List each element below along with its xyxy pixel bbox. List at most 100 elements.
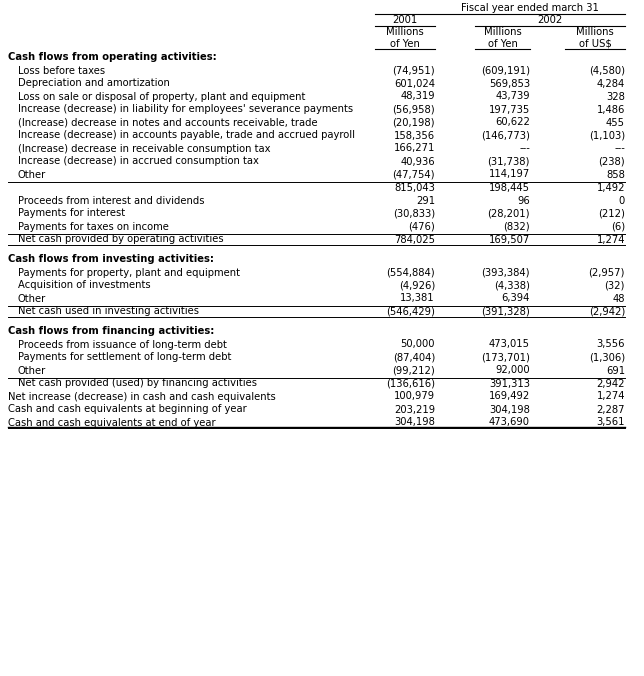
Text: 784,025: 784,025 [394, 235, 435, 245]
Text: 455: 455 [606, 118, 625, 128]
Text: 691: 691 [606, 366, 625, 375]
Text: 2002: 2002 [537, 15, 563, 25]
Text: Other: Other [18, 170, 46, 180]
Text: 100,979: 100,979 [394, 391, 435, 402]
Text: (173,701): (173,701) [481, 352, 530, 362]
Text: Millions
of Yen: Millions of Yen [386, 27, 424, 49]
Text: 0: 0 [619, 195, 625, 206]
Text: (30,833): (30,833) [393, 208, 435, 218]
Text: 158,356: 158,356 [394, 130, 435, 141]
Text: Cash flows from operating activities:: Cash flows from operating activities: [8, 53, 217, 62]
Text: (2,957): (2,957) [589, 268, 625, 278]
Text: Millions
of US$: Millions of US$ [576, 27, 614, 49]
Text: 198,445: 198,445 [489, 183, 530, 193]
Text: (136,616): (136,616) [386, 379, 435, 389]
Text: 13,381: 13,381 [401, 293, 435, 304]
Text: 569,853: 569,853 [489, 78, 530, 89]
Text: Other: Other [18, 293, 46, 304]
Text: Millions
of Yen: Millions of Yen [484, 27, 522, 49]
Text: 858: 858 [606, 170, 625, 180]
Text: 166,271: 166,271 [393, 143, 435, 153]
Text: 304,198: 304,198 [394, 418, 435, 427]
Text: 1,274: 1,274 [596, 235, 625, 245]
Text: (476): (476) [408, 222, 435, 231]
Text: Loss before taxes: Loss before taxes [18, 66, 105, 76]
Text: (832): (832) [504, 222, 530, 231]
Text: Net cash provided by operating activities: Net cash provided by operating activitie… [18, 235, 223, 245]
Text: 169,492: 169,492 [489, 391, 530, 402]
Text: 1,492: 1,492 [596, 183, 625, 193]
Text: 96: 96 [517, 195, 530, 206]
Text: 1,486: 1,486 [596, 105, 625, 114]
Text: Increase (decrease) in liability for employees' severance payments: Increase (decrease) in liability for emp… [18, 105, 353, 114]
Text: 473,015: 473,015 [489, 339, 530, 349]
Text: (4,926): (4,926) [399, 281, 435, 291]
Text: (47,754): (47,754) [392, 170, 435, 180]
Text: 50,000: 50,000 [401, 339, 435, 349]
Text: Other: Other [18, 366, 46, 375]
Text: Increase (decrease) in accounts payable, trade and accrued payroll: Increase (decrease) in accounts payable,… [18, 130, 355, 141]
Text: Net increase (decrease) in cash and cash equivalents: Net increase (decrease) in cash and cash… [8, 391, 276, 402]
Text: 2001: 2001 [392, 15, 417, 25]
Text: 304,198: 304,198 [489, 404, 530, 414]
Text: Fiscal year ended march 31: Fiscal year ended march 31 [461, 3, 599, 13]
Text: (238): (238) [598, 157, 625, 166]
Text: Acquisition of investments: Acquisition of investments [18, 281, 151, 291]
Text: (393,384): (393,384) [482, 268, 530, 278]
Text: Payments for settlement of long-term debt: Payments for settlement of long-term deb… [18, 352, 231, 362]
Text: Cash and cash equivalents at beginning of year: Cash and cash equivalents at beginning o… [8, 404, 247, 414]
Text: (4,338): (4,338) [494, 281, 530, 291]
Text: 3,561: 3,561 [596, 418, 625, 427]
Text: (546,429): (546,429) [386, 306, 435, 316]
Text: 92,000: 92,000 [495, 366, 530, 375]
Text: 2,287: 2,287 [596, 404, 625, 414]
Text: 1,274: 1,274 [596, 391, 625, 402]
Text: 328: 328 [606, 91, 625, 101]
Text: (6): (6) [611, 222, 625, 231]
Text: 4,284: 4,284 [597, 78, 625, 89]
Text: Payments for interest: Payments for interest [18, 208, 125, 218]
Text: 2,942: 2,942 [596, 379, 625, 389]
Text: 473,690: 473,690 [489, 418, 530, 427]
Text: Payments for taxes on income: Payments for taxes on income [18, 222, 169, 231]
Text: Net cash used in investing activities: Net cash used in investing activities [18, 306, 199, 316]
Text: (Increase) decrease in notes and accounts receivable, trade: (Increase) decrease in notes and account… [18, 118, 317, 128]
Text: (554,884): (554,884) [386, 268, 435, 278]
Text: (212): (212) [598, 208, 625, 218]
Text: (56,958): (56,958) [392, 105, 435, 114]
Text: Cash flows from financing activities:: Cash flows from financing activities: [8, 327, 214, 337]
Text: 6,394: 6,394 [502, 293, 530, 304]
Text: Proceeds from issuance of long-term debt: Proceeds from issuance of long-term debt [18, 339, 227, 349]
Text: Increase (decrease) in accrued consumption tax: Increase (decrease) in accrued consumpti… [18, 157, 259, 166]
Text: (2,942): (2,942) [589, 306, 625, 316]
Text: 391,313: 391,313 [489, 379, 530, 389]
Text: (31,738): (31,738) [488, 157, 530, 166]
Text: (99,212): (99,212) [392, 366, 435, 375]
Text: 48: 48 [612, 293, 625, 304]
Text: ---: --- [614, 143, 625, 153]
Text: (20,198): (20,198) [392, 118, 435, 128]
Text: 601,024: 601,024 [394, 78, 435, 89]
Text: (74,951): (74,951) [392, 66, 435, 76]
Text: 815,043: 815,043 [394, 183, 435, 193]
Text: 3,556: 3,556 [596, 339, 625, 349]
Text: (Increase) decrease in receivable consumption tax: (Increase) decrease in receivable consum… [18, 143, 270, 153]
Text: 40,936: 40,936 [401, 157, 435, 166]
Text: (609,191): (609,191) [481, 66, 530, 76]
Text: 197,735: 197,735 [489, 105, 530, 114]
Text: (391,328): (391,328) [481, 306, 530, 316]
Text: (4,580): (4,580) [589, 66, 625, 76]
Text: Depreciation and amortization: Depreciation and amortization [18, 78, 170, 89]
Text: 60,622: 60,622 [495, 118, 530, 128]
Text: Cash flows from investing activities:: Cash flows from investing activities: [8, 254, 214, 264]
Text: 169,507: 169,507 [489, 235, 530, 245]
Text: (146,773): (146,773) [481, 130, 530, 141]
Text: ---: --- [519, 143, 530, 153]
Text: Loss on sale or disposal of property, plant and equipment: Loss on sale or disposal of property, pl… [18, 91, 305, 101]
Text: (87,404): (87,404) [393, 352, 435, 362]
Text: 203,219: 203,219 [394, 404, 435, 414]
Text: (1,103): (1,103) [589, 130, 625, 141]
Text: (1,306): (1,306) [589, 352, 625, 362]
Text: (28,201): (28,201) [488, 208, 530, 218]
Text: Cash and cash equivalents at end of year: Cash and cash equivalents at end of year [8, 418, 216, 427]
